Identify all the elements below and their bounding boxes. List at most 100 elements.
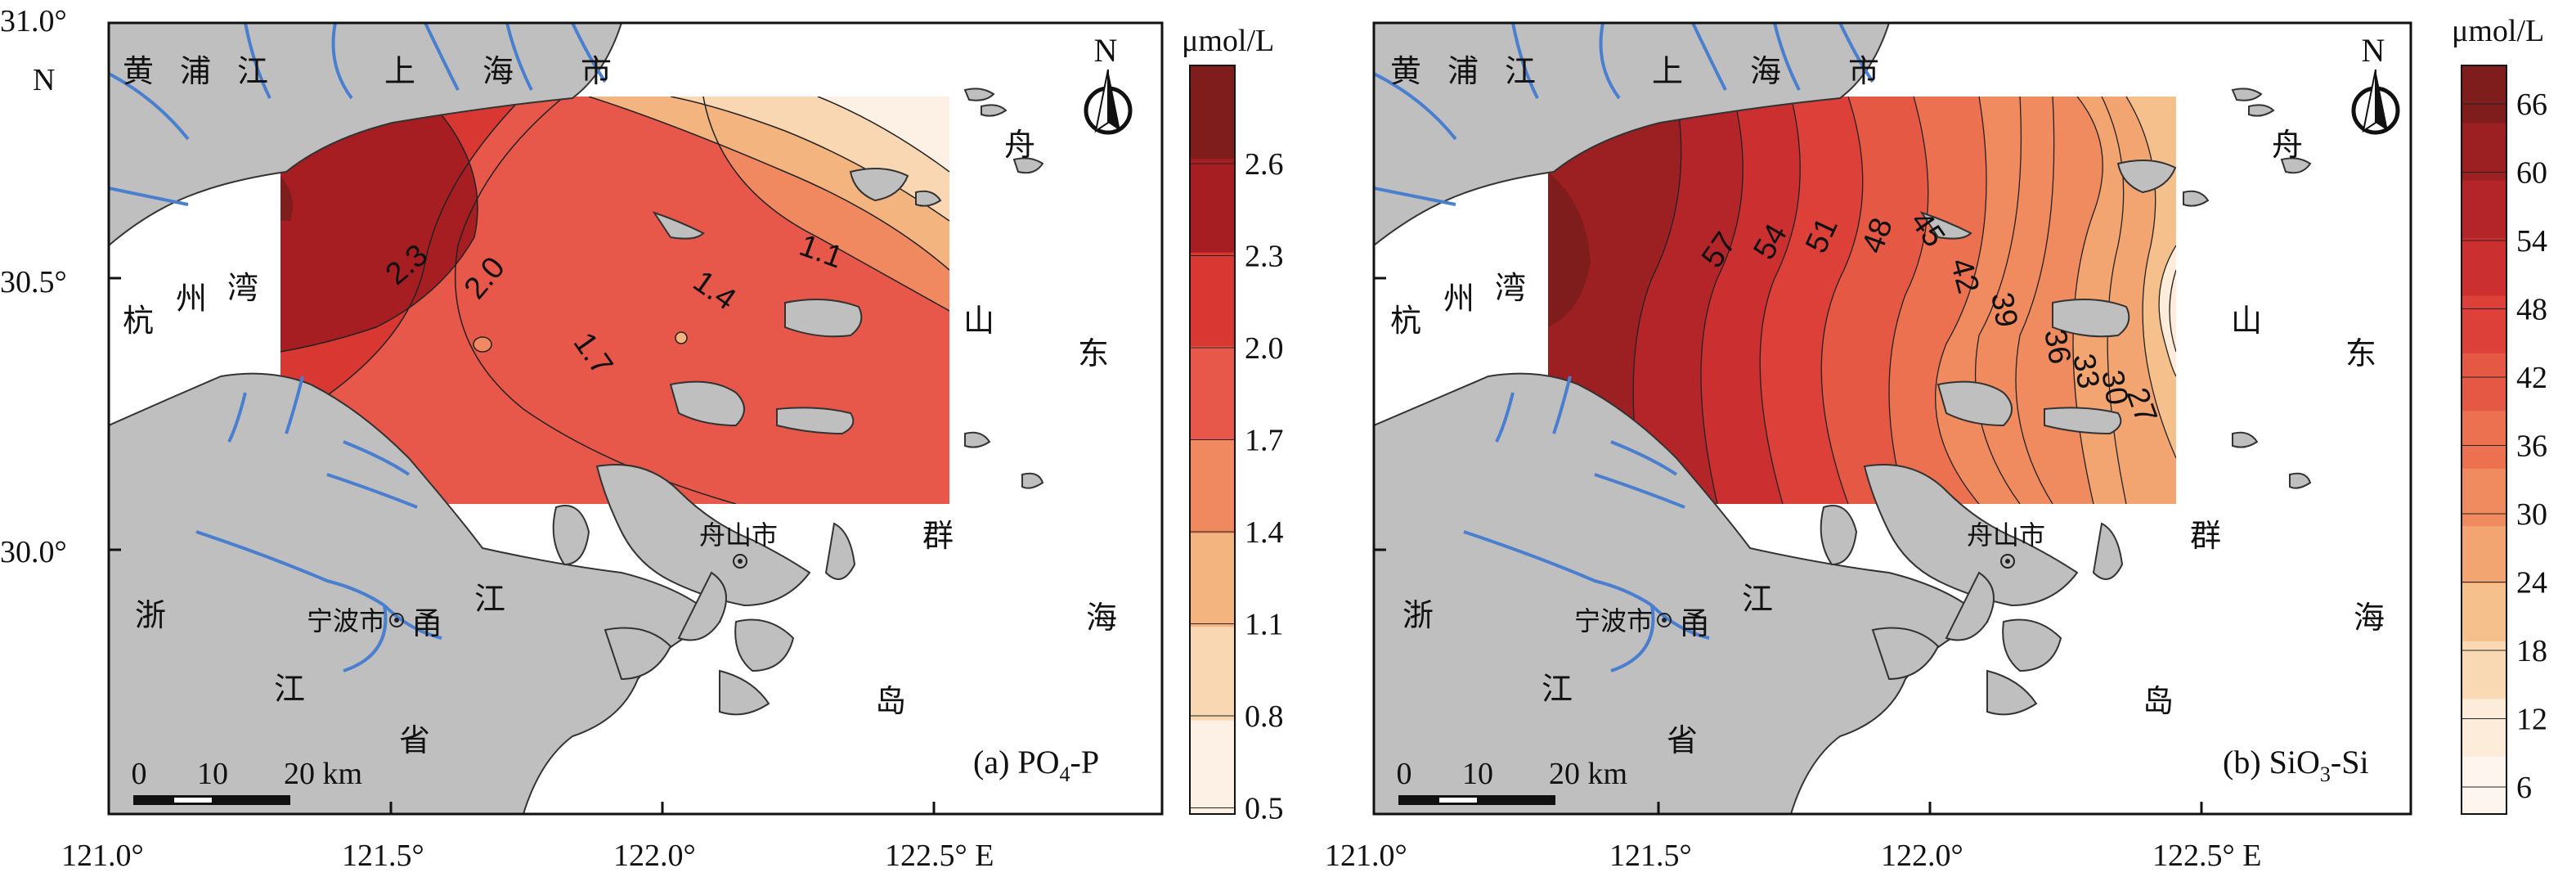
svg-text:群: 群 [2190, 518, 2221, 554]
colorbar-swatch [1190, 159, 1235, 254]
ytick-31: 31.0° [0, 4, 67, 38]
huangpu-char-1: 黄 [123, 53, 154, 89]
yong-label: 甬 [411, 605, 442, 641]
colorbar-tick-label: 1.4 [1245, 515, 1284, 550]
ytick-30.5: 30.5° [0, 265, 67, 299]
colorbar-swatch [1190, 533, 1235, 627]
colorbar-tick-label: 2.0 [1245, 331, 1284, 366]
colorbar-tick-label: 1.7 [1245, 424, 1284, 458]
colorbar-swatch [1190, 627, 1235, 722]
svg-text:市: 市 [1848, 53, 1879, 89]
svg-text:江: 江 [1542, 671, 1573, 707]
qun-label: 群 [922, 518, 954, 554]
colorbar-tick-label: 0.8 [1245, 699, 1284, 734]
panel-b: 黄 浦 江 上 海 市 杭 州 湾 浙 江 省 宁波市 甬 江 舟山市 舟 山 … [1325, 14, 2547, 873]
colorbar-swatch [2462, 699, 2506, 758]
svg-text:10: 10 [197, 757, 228, 791]
zhoushan-marker [733, 554, 747, 569]
svg-text:省: 省 [1667, 722, 1698, 758]
colorbar-a: μmol/L 2.6 2.3 2.0 1.7 1.4 1.1 0.8 0.5 [1182, 24, 1284, 826]
ningbo-marker [389, 613, 404, 627]
xtick-121.5: 121.5° [342, 839, 424, 873]
colorbar-tick-label: 60 [2516, 156, 2547, 191]
scale-bar: 0 10 20 km [1397, 757, 1627, 805]
shan-label: 山 [963, 303, 994, 339]
svg-text:0: 0 [132, 757, 147, 791]
svg-text:州: 州 [1443, 281, 1474, 317]
place-names: 黄 浦 江 上 海 市 杭 州 湾 浙 江 省 宁波市 甬 江 舟山市 舟 山 … [123, 53, 1117, 758]
colorbar-tick-label: 54 [2516, 224, 2547, 259]
svg-text:甬: 甬 [1679, 605, 1710, 641]
xtick-122.0: 122.0° [613, 839, 696, 873]
svg-text:东: 东 [2345, 335, 2376, 371]
jiang2-label: 江 [474, 581, 505, 617]
svg-text:舟山市: 舟山市 [1967, 519, 2045, 551]
zhou-label: 舟 [1004, 127, 1035, 163]
field-band-0.5-0.8 [818, 97, 949, 172]
panel-a: 黄 浦 江 上 海 市 杭 州 湾 浙 江 省 宁波市 甬 江 舟山市 舟 山 … [0, 4, 1284, 873]
panel-b-caption: (b) SiO3-Si [2223, 744, 2369, 786]
svg-text:33: 33 [2066, 351, 2106, 391]
svg-text:黄: 黄 [1390, 53, 1421, 89]
panel-a-caption: (a) PO4-P [973, 744, 1099, 786]
svg-text:江: 江 [1505, 53, 1536, 89]
svg-text:20 km: 20 km [284, 757, 362, 791]
svg-text:杭: 杭 [1390, 303, 1421, 339]
colorbar-swatch [2462, 295, 2506, 354]
colorbar-tick-label: 66 [2516, 88, 2547, 122]
field-band-0.8-1.1 [671, 97, 949, 221]
svg-text:山: 山 [2231, 303, 2262, 339]
colorbar-b: μmol/L 66 60 54 48 42 36 30 24 18 12 6 [2452, 14, 2547, 815]
colorbar-tick-label: 0.5 [1245, 792, 1284, 826]
hangzhouwan-char-2: 州 [176, 281, 207, 317]
svg-text:121.0°: 121.0° [1325, 839, 1407, 873]
hai-label: 海 [1086, 600, 1117, 636]
svg-text:39: 39 [1984, 290, 2024, 330]
svg-text:上: 上 [1652, 53, 1683, 89]
svg-text:10: 10 [1462, 757, 1493, 791]
dong-label: 东 [1078, 335, 1109, 371]
colorbar-tick-label: 42 [2516, 361, 2547, 395]
svg-text:浦: 浦 [1447, 53, 1479, 89]
colorbar-swatch [1190, 65, 1235, 160]
colorbar-tick-label: 2.6 [1245, 147, 1284, 182]
hangzhouwan-char-1: 杭 [123, 303, 154, 339]
colorbar-swatch [1190, 439, 1235, 534]
svg-text:122.0°: 122.0° [1881, 839, 1963, 873]
city-markers [1657, 554, 2015, 627]
shanghai-char-2: 海 [482, 53, 514, 89]
field-band-2.6-max [280, 176, 294, 221]
place-names: 黄 浦 江 上 海 市 杭 州 湾 浙 江 省 宁波市 甬 江 舟山市 舟 山 … [1390, 53, 2385, 758]
svg-text:30: 30 [2094, 367, 2134, 407]
huangpu-char-3: 江 [237, 53, 268, 89]
colorbar-swatch [2462, 353, 2506, 412]
jiang-label: 江 [274, 671, 305, 707]
colorbar-swatch [2462, 756, 2506, 815]
colorbar-b-unit: μmol/L [2452, 14, 2544, 48]
colorbar-tick-label: 2.3 [1245, 240, 1284, 274]
colorbar-swatch [1190, 252, 1235, 347]
xtick-121.0: 121.0° [61, 839, 144, 873]
svg-text:宁波市: 宁波市 [1574, 605, 1653, 636]
colorbar-a-unit: μmol/L [1182, 24, 1274, 58]
ytick-N: N [33, 63, 55, 97]
zhe-label: 浙 [135, 597, 166, 633]
zhoushan-city-label: 舟山市 [699, 519, 778, 551]
huangpu-char-2: 浦 [180, 53, 211, 89]
sheng-label: 省 [399, 722, 430, 758]
scale-bar: 0 10 20 km [132, 757, 362, 805]
svg-text:121.5°: 121.5° [1609, 839, 1692, 873]
svg-text:浙: 浙 [1402, 597, 1434, 633]
svg-text:舟: 舟 [2272, 127, 2303, 163]
panel-b-frame [1372, 21, 2412, 816]
colorbar-swatch [2462, 411, 2506, 470]
svg-text:36: 36 [2037, 326, 2077, 367]
hangzhouwan-char-3: 湾 [227, 270, 258, 306]
shanghai-char-1: 上 [384, 53, 415, 89]
svg-text:海: 海 [2354, 600, 2385, 636]
colorbar-tick-label: 6 [2516, 771, 2532, 805]
colorbar-swatch [1190, 346, 1235, 440]
colorbar-tick-label: 1.1 [1245, 608, 1284, 642]
colorbar-tick-label: 24 [2516, 566, 2547, 600]
po4-contour-field [280, 97, 949, 504]
